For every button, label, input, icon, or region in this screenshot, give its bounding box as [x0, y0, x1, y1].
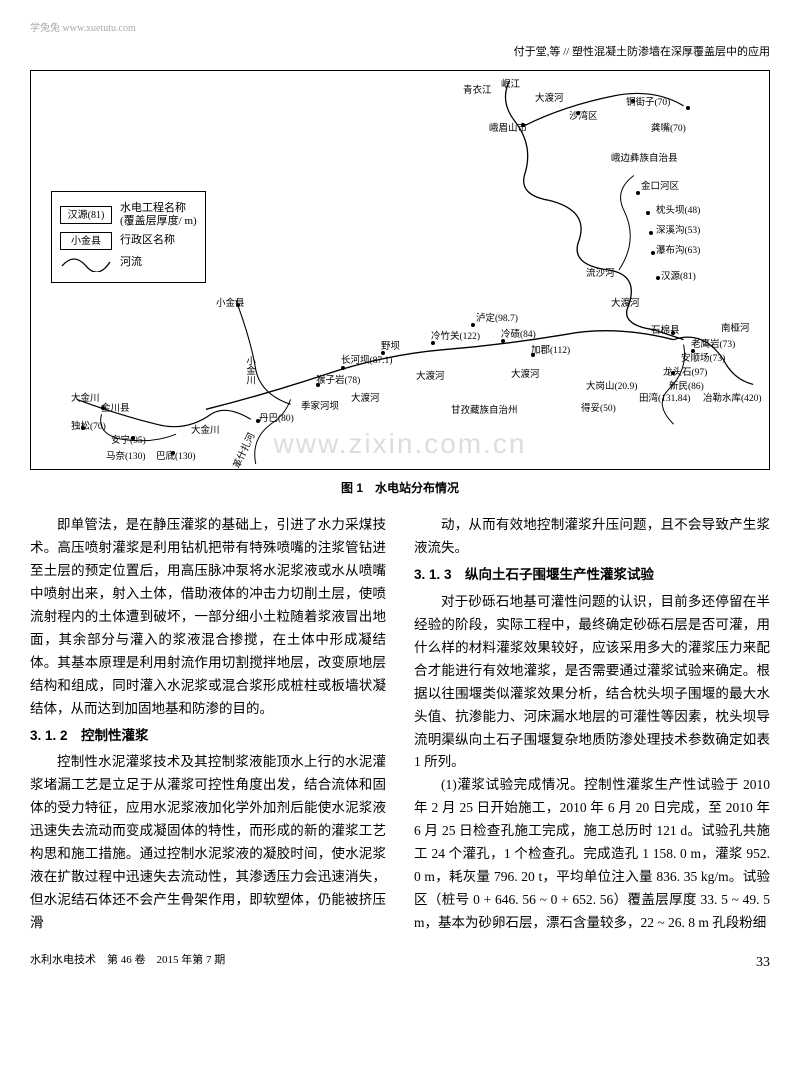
map-label: 冷竹关(122): [431, 329, 480, 345]
map-legend: 汉源(81) 水电工程名称 (覆盖层厚度/ m) 小金县 行政区名称 河流: [51, 191, 206, 283]
map-label: 长河坝(87.1): [341, 353, 392, 369]
body-columns: 即单管法，是在静压灌浆的基础上，引进了水力采煤技术。高压喷射灌浆是利用钻机把带有…: [30, 514, 770, 935]
paragraph: 即单管法，是在静压灌浆的基础上，引进了水力采煤技术。高压喷射灌浆是利用钻机把带有…: [30, 514, 386, 720]
map-label: 岷江: [501, 77, 520, 93]
map-label: 金口河区: [641, 179, 679, 195]
map-label: 大渡河: [611, 296, 640, 312]
page-footer: 水利水电技术 第 46 卷 2015 年第 7 期 33: [30, 951, 770, 975]
map-label: 加郡(112): [531, 343, 570, 359]
map-label: 马奈(130): [106, 449, 146, 465]
map-label: 枕头坝(48): [656, 203, 700, 219]
legend-text-station: 水电工程名称 (覆盖层厚度/ m): [120, 202, 197, 228]
map-label: 猴子岩(78): [316, 373, 360, 389]
map-label: 大渡河: [351, 391, 380, 407]
map-label: 巴底(130): [156, 449, 196, 465]
top-watermark: 学兔兔 www.xuetutu.com: [30, 20, 770, 37]
heading-312: 3. 1. 2 控制性灌浆: [30, 725, 386, 748]
map-label: 瀑布沟(63): [656, 243, 700, 259]
left-column: 即单管法，是在静压灌浆的基础上，引进了水力采煤技术。高压喷射灌浆是利用钻机把带有…: [30, 514, 386, 935]
running-header: 付于堂,等 // 塑性混凝土防渗墙在深厚覆盖层中的应用: [30, 43, 770, 62]
paragraph: 对于砂砾石地基可灌性问题的认识，目前多还停留在半经验的阶段，实际工程中，最终确定…: [414, 591, 770, 775]
figure-map: 汉源(81) 水电工程名称 (覆盖层厚度/ m) 小金县 行政区名称 河流 青衣…: [30, 70, 770, 470]
legend-key-river: [60, 254, 112, 272]
map-label: 独松(70): [71, 419, 106, 435]
map-label: 大渡河: [511, 367, 540, 383]
map-label: 大渡河: [416, 369, 445, 385]
map-label: 石棉县: [651, 323, 680, 339]
legend-text-river: 河流: [120, 256, 142, 269]
map-label: 冶勒水库(420): [703, 391, 762, 407]
map-label: 小金川: [241, 356, 257, 385]
right-column: 动，从而有效地控制灌浆升压问题，且不会导致产生浆液流失。 3. 1. 3 纵向土…: [414, 514, 770, 935]
paragraph: 动，从而有效地控制灌浆升压问题，且不会导致产生浆液流失。: [414, 514, 770, 560]
map-label: 大岗山(20.9): [586, 379, 637, 395]
map-label: 小金县: [216, 296, 245, 312]
map-label: 青衣江: [463, 83, 492, 99]
figure-caption: 图 1 水电站分布情况: [30, 478, 770, 498]
map-label: 峨边彝族自治县: [611, 151, 678, 167]
map-label: 得妥(50): [581, 401, 616, 417]
map-label: 金川县: [101, 401, 130, 417]
map-label: 季家河坝: [301, 399, 339, 415]
map-label: 沙湾区: [569, 109, 598, 125]
map-label: 龚嘴(70): [651, 121, 686, 137]
map-label: 安宁(95): [111, 433, 146, 449]
map-label: 大渡河: [535, 91, 564, 107]
legend-key-station: 汉源(81): [60, 206, 112, 224]
map-label: 冷碛(84): [501, 327, 536, 343]
map-label: 汉源(81): [661, 269, 696, 285]
map-label: 田湾(131.84): [639, 391, 690, 407]
paragraph: 控制性水泥灌浆技术及其控制浆液能顶水上行的水泥灌浆堵漏工艺是立足于从灌浆可控性角…: [30, 751, 386, 935]
legend-text-admin: 行政区名称: [120, 234, 175, 247]
map-label: 南桠河: [721, 321, 750, 337]
paragraph: (1)灌浆试验完成情况。控制性灌浆生产性试验于 2010 年 2 月 25 日开…: [414, 774, 770, 935]
map-label: 大金川: [71, 391, 100, 407]
map-label: 甘孜藏族自治州: [451, 403, 518, 419]
journal-info: 水利水电技术 第 46 卷 2015 年第 7 期: [30, 951, 225, 975]
map-label: 铜街子(70): [626, 95, 670, 111]
map-label: 丹巴(80): [259, 411, 294, 427]
legend-key-admin: 小金县: [60, 232, 112, 250]
map-label: 深溪沟(53): [656, 223, 700, 239]
page-number: 33: [756, 951, 770, 975]
map-label: 大金川: [191, 423, 220, 439]
map-label: 流沙河: [586, 266, 615, 282]
map-label: 泸定(98.7): [476, 311, 518, 327]
heading-313: 3. 1. 3 纵向土石子围堰生产性灌浆试验: [414, 564, 770, 587]
